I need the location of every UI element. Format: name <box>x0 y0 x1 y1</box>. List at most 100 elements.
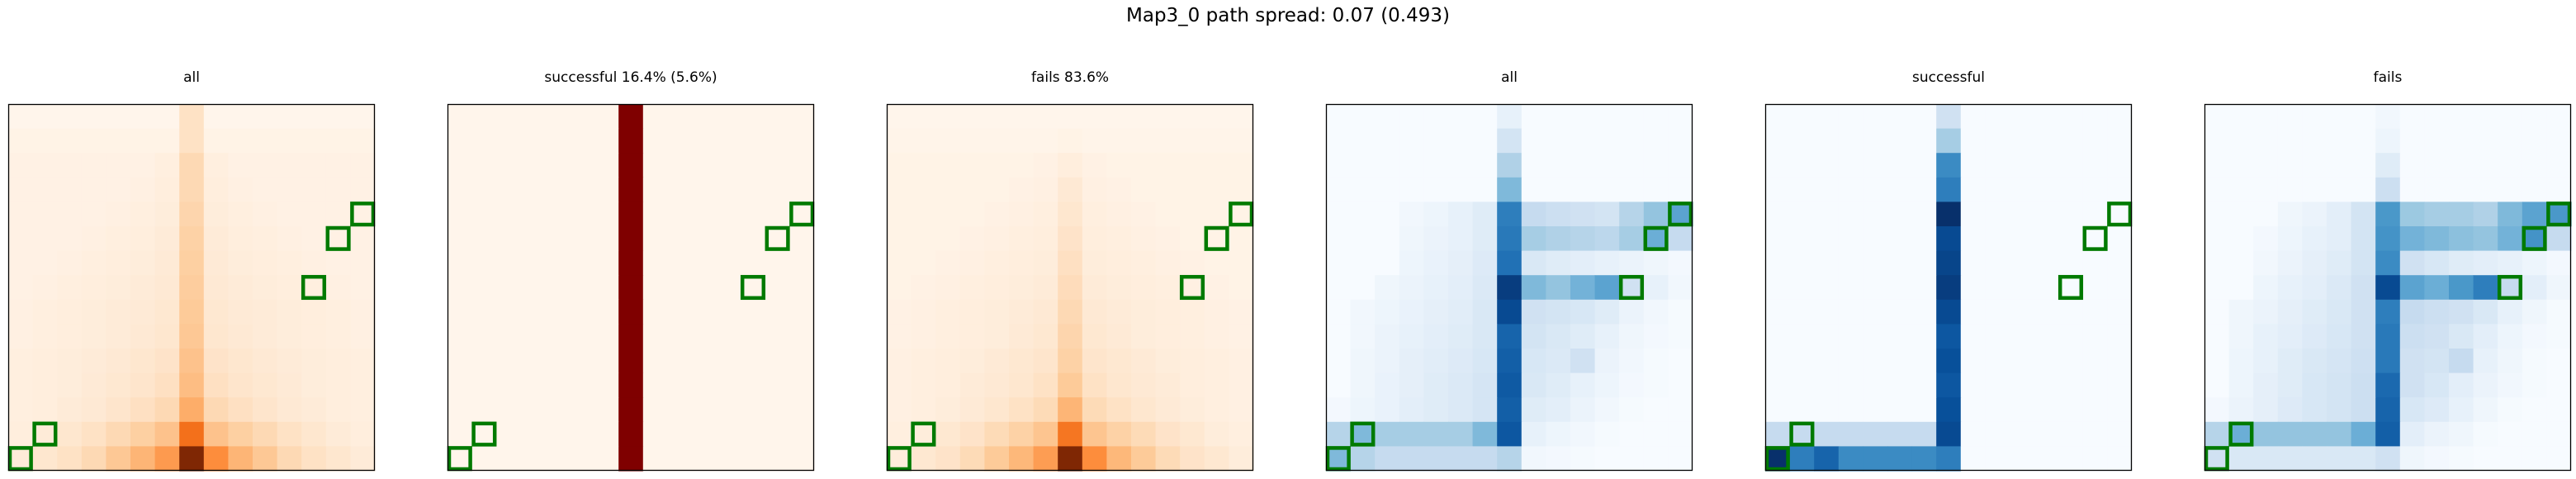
heatmap-cell <box>887 128 912 154</box>
heatmap-cell <box>1131 153 1157 178</box>
heatmap-cell <box>2351 153 2376 178</box>
heatmap-cell <box>1546 250 1571 276</box>
heatmap-cell <box>130 299 156 325</box>
heatmap-cell <box>277 324 302 349</box>
heatmap-cell <box>642 104 668 130</box>
heatmap-cell <box>2399 202 2425 227</box>
heatmap-cell <box>2228 275 2254 301</box>
heatmap-cell <box>154 372 180 398</box>
heatmap-cell <box>1887 421 1913 447</box>
heatmap-cell <box>2204 421 2230 447</box>
heatmap-cell <box>8 153 34 178</box>
plot-frame <box>447 103 815 472</box>
heatmap-cell <box>2473 226 2498 252</box>
heatmap-cell <box>2034 226 2059 252</box>
heatmap-cell <box>570 202 595 227</box>
heatmap-cell <box>741 299 766 325</box>
heatmap-cell <box>1131 202 1157 227</box>
heatmap-cell <box>1423 104 1449 130</box>
heatmap-cell <box>277 104 302 130</box>
heatmap-cell <box>1838 349 1863 374</box>
heatmap-cell <box>887 202 912 227</box>
heatmap-cell <box>277 421 302 447</box>
heatmap-cell <box>2522 128 2547 154</box>
heatmap-cell <box>1814 275 1840 301</box>
heatmap-cell <box>2473 397 2498 423</box>
heatmap-cell <box>594 446 619 472</box>
heatmap-cell <box>1985 446 2010 472</box>
heatmap-cell <box>1472 349 1498 374</box>
heatmap-cell <box>741 128 766 154</box>
heatmap-cell <box>2498 226 2523 252</box>
heatmap-cell <box>2546 250 2572 276</box>
heatmap-cell <box>2204 324 2230 349</box>
heatmap-cell <box>2204 299 2230 325</box>
heatmap-cell <box>1594 250 1620 276</box>
heatmap-cell <box>1668 421 1693 447</box>
heatmap-cell <box>1009 275 1035 301</box>
heatmap-cell <box>2277 275 2303 301</box>
heatmap-cell <box>2424 446 2450 472</box>
heatmap-cell <box>1204 324 1229 349</box>
heatmap-cell <box>1350 275 1376 301</box>
heatmap-cell <box>667 299 693 325</box>
heatmap-cell <box>447 128 473 154</box>
heatmap-cell <box>1546 177 1571 202</box>
heatmap-cell <box>1009 226 1035 252</box>
heatmap-cell <box>2107 372 2133 398</box>
heatmap-cell <box>1399 250 1424 276</box>
heatmap-cell <box>594 153 619 178</box>
heatmap-cell <box>2034 349 2059 374</box>
heatmap-cell <box>277 226 302 252</box>
heatmap-cell <box>301 421 327 447</box>
heatmap-cell <box>277 349 302 374</box>
heatmap-cell <box>1326 177 1352 202</box>
heatmap-cell <box>2327 446 2352 472</box>
heatmap-cell <box>57 177 83 202</box>
heatmap-cell <box>984 446 1010 472</box>
heatmap-cell <box>1033 324 1058 349</box>
heatmap-cell <box>1375 397 1400 423</box>
heatmap-cell <box>789 104 815 130</box>
heatmap-cell <box>2399 128 2425 154</box>
heatmap-cell <box>1058 128 1083 154</box>
heatmap-cell <box>789 153 815 178</box>
heatmap-cell <box>325 421 351 447</box>
path-marker <box>1764 446 1790 472</box>
heatmap-cell <box>2082 349 2108 374</box>
heatmap-cell <box>8 421 34 447</box>
heatmap-cell <box>1570 372 1596 398</box>
heatmap-cell <box>1155 324 1181 349</box>
heatmap-cell <box>471 275 497 301</box>
heatmap-cell <box>765 104 790 130</box>
heatmap-cell <box>1423 349 1449 374</box>
heatmap-cell <box>1399 421 1424 447</box>
heatmap-cell <box>471 421 497 447</box>
heatmap-cell <box>2302 153 2327 178</box>
heatmap-cell <box>741 153 766 178</box>
path-marker <box>1229 202 1254 227</box>
heatmap-cell <box>667 324 693 349</box>
heatmap-cell <box>203 397 229 423</box>
heatmap-cell <box>2546 104 2572 130</box>
heatmap-cell <box>1180 275 1205 301</box>
panel-title: fails 83.6% <box>1030 69 1110 86</box>
heatmap-cell <box>1643 104 1669 130</box>
heatmap-cell <box>253 299 278 325</box>
heatmap-cell <box>545 202 571 227</box>
heatmap-cell <box>1765 177 1791 202</box>
heatmap-cell <box>1009 202 1035 227</box>
heatmap-cell <box>2204 446 2230 472</box>
heatmap-cell <box>545 349 571 374</box>
heatmap-cell <box>1960 372 1986 398</box>
heatmap-cell <box>2034 202 2059 227</box>
heatmap-cell <box>2228 104 2254 130</box>
heatmap-cell <box>106 421 131 447</box>
panel-4: all <box>1325 66 1693 472</box>
heatmap-cell <box>1058 202 1083 227</box>
heatmap-cell <box>2034 372 2059 398</box>
heatmap-cell <box>1887 226 1913 252</box>
heatmap-cell <box>1326 202 1352 227</box>
heatmap-cell <box>741 349 766 374</box>
heatmap-cell <box>1204 177 1229 202</box>
